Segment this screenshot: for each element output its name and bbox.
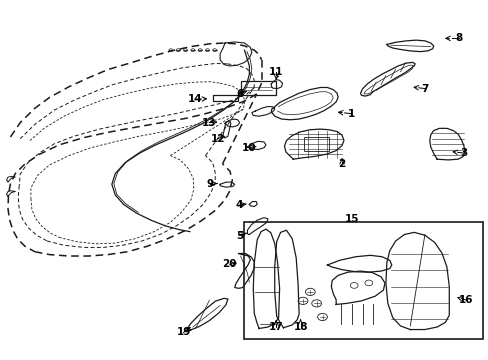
Text: 14: 14: [187, 94, 202, 104]
Text: 2: 2: [338, 159, 345, 169]
Text: 5: 5: [236, 231, 243, 240]
Bar: [212, 95, 238, 101]
Bar: [244, 222, 483, 338]
Text: 11: 11: [268, 67, 283, 77]
Text: 15: 15: [344, 215, 358, 224]
Text: 19: 19: [176, 327, 190, 337]
Text: 10: 10: [242, 143, 256, 153]
Text: 9: 9: [206, 179, 213, 189]
Text: 3: 3: [459, 148, 467, 158]
Text: 6: 6: [236, 89, 243, 99]
Text: 4: 4: [235, 200, 243, 210]
Text: 16: 16: [458, 295, 473, 305]
Text: 13: 13: [202, 118, 216, 128]
Bar: [304, 137, 329, 151]
Text: 1: 1: [347, 109, 355, 119]
Text: 20: 20: [222, 259, 237, 269]
Text: 18: 18: [293, 322, 307, 332]
Text: 7: 7: [420, 84, 427, 94]
Text: 8: 8: [454, 33, 462, 43]
Text: 17: 17: [268, 322, 283, 332]
Text: 12: 12: [210, 134, 224, 144]
Bar: [240, 81, 275, 95]
